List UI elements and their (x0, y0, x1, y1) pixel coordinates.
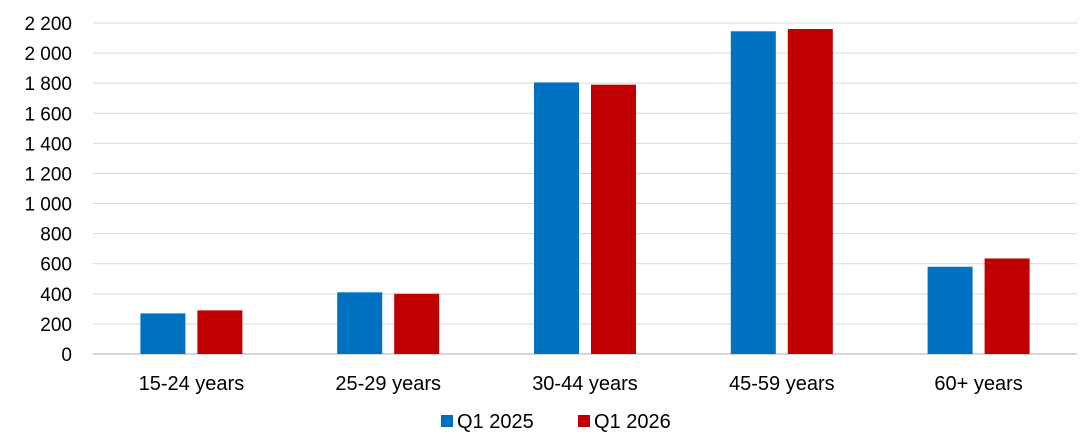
y-tick-label: 800 (40, 225, 72, 246)
gridlines (93, 22, 1077, 355)
y-tick-label: 1 000 (24, 195, 72, 216)
legend: Q1 2025 Q1 2026 (441, 411, 671, 433)
legend-swatch (578, 415, 590, 427)
y-axis-ticks: 0 200 400 600 800 1 000 1 200 1 400 1 600 1 800 2 … (24, 14, 72, 366)
bar-q1-2026-3 (787, 29, 833, 354)
bar-q1-2025-3 (730, 31, 776, 355)
y-tick-label: 200 (40, 315, 72, 336)
y-tick-label: 1 200 (24, 164, 72, 185)
y-tick-label: 1 600 (24, 104, 72, 125)
y-tick-label: 600 (40, 255, 72, 276)
y-tick-label: 400 (40, 285, 72, 306)
bar-q1-2026-1 (394, 293, 440, 354)
x-axis-labels: 15-24 years 25-29 years 30-44 years 45-59 y… (139, 373, 1023, 395)
bar-q1-2026-4 (984, 258, 1030, 354)
legend-label: Q1 2025 (457, 411, 534, 433)
bar-q1-2025-2 (534, 82, 579, 355)
bar-q1-2026-0 (197, 310, 243, 354)
y-tick-label: 2 000 (24, 44, 72, 65)
bar-q1-2025-1 (337, 292, 383, 354)
bar-q1-2025-4 (927, 266, 973, 354)
y-tick-label: 1 400 (24, 134, 72, 155)
bar-q1-2026-2 (591, 84, 636, 354)
legend-label: Q1 2026 (594, 411, 671, 433)
x-category-label: 60+ years (934, 373, 1022, 395)
bar-q1-2025-0 (140, 313, 186, 354)
x-category-label: 30-44 years (532, 373, 638, 395)
x-category-label: 45-59 years (729, 373, 835, 395)
y-tick-label: 2 200 (24, 14, 72, 35)
bars (140, 29, 1030, 355)
x-category-label: 25-29 years (335, 373, 441, 395)
legend-swatch (441, 415, 453, 427)
y-tick-label: 0 (61, 345, 72, 366)
x-category-label: 15-24 years (139, 373, 245, 395)
y-tick-label: 1 800 (24, 74, 72, 95)
